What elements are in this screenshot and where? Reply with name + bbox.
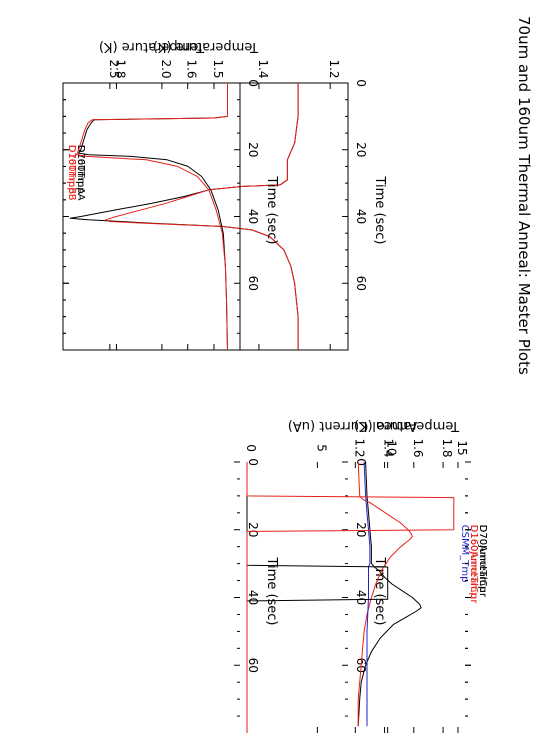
- y-tick-label: 5: [314, 444, 328, 452]
- x-axis-label: Time (sec): [372, 556, 387, 625]
- legend-entry: D70TmpA: [75, 145, 86, 195]
- legend-entry: D160JunctTmp: [468, 525, 479, 599]
- x-tick-label: 20: [354, 522, 368, 537]
- page-title: 70um and 160um Thermal Anneal: Master Pl…: [515, 16, 533, 375]
- x-tick-label: 0: [354, 79, 368, 87]
- series-line-D160TmpA: [78, 83, 228, 351]
- y-tick-label: 1.5: [211, 59, 225, 78]
- x-axis-label: Time (sec): [372, 175, 387, 244]
- legend-entry: D70AnnealCur: [477, 525, 488, 598]
- y-tick-label: 1.8: [440, 438, 454, 457]
- y-tick-label: 10: [385, 440, 399, 455]
- chart-p4: 0 20 40 60 0 5 10 15 Time (sec) Anneal Current (u…: [234, 418, 488, 733]
- x-tick-label: 0: [246, 458, 260, 466]
- legend-entry: CSMM_Tmp: [459, 525, 470, 583]
- series-line-CSMM_Tmp: [363, 461, 371, 727]
- x-axis-label: Time (sec): [264, 175, 279, 244]
- y-axis-label: Anneal Current (uA): [288, 418, 417, 433]
- x-tick-label: 40: [354, 209, 368, 224]
- series-line-D70TmpB: [105, 83, 299, 350]
- legend-entry: D160TmpB: [66, 145, 77, 201]
- y-tick-label: 1.4: [256, 59, 270, 78]
- y-tick-label: 15: [455, 440, 469, 455]
- x-tick-label: 0: [246, 79, 260, 87]
- series-line-D160AnnealCur: [246, 462, 455, 733]
- x-tick-label: 40: [246, 209, 260, 224]
- plot-frame: [62, 82, 349, 351]
- x-tick-label: 20: [246, 142, 260, 157]
- series-line-D160TmpB: [76, 83, 228, 351]
- x-tick-label: 40: [246, 590, 260, 605]
- x-tick-label: 60: [246, 276, 260, 291]
- y-axis-label: Temperature (K): [354, 418, 460, 433]
- y-tick-label: 2.0: [159, 59, 173, 78]
- y-tick-label: 1.6: [185, 59, 199, 78]
- plot-frame: [62, 82, 241, 351]
- y-tick-label: 1.6: [411, 438, 425, 457]
- series-line-D70TmpA: [69, 83, 299, 350]
- y-tick-label: 2.5: [107, 59, 121, 78]
- y-tick-label: 1.2: [327, 59, 341, 78]
- x-tick-label: 20: [354, 142, 368, 157]
- x-tick-label: 40: [354, 590, 368, 605]
- y-tick-label: 0: [244, 444, 258, 452]
- x-axis-label: Time (sec): [264, 556, 279, 625]
- x-tick-label: 60: [354, 276, 368, 291]
- y-axis-label: Temperature (K): [153, 39, 259, 54]
- chart-p1: 0 20 40 60 1.2 1.4 1.6 1.8 Time (sec) Temperature…: [62, 39, 387, 351]
- series-line-D160JunctTmp: [357, 461, 413, 727]
- x-tick-label: 0: [354, 458, 368, 466]
- chart-p2: 0 20 40 60 1.5 2.0 2.5 Time (sec) Temperature (K…: [62, 39, 279, 351]
- legend-entry: D160AnnealCur: [468, 525, 479, 605]
- legend-entry: D70JunctTmp: [477, 525, 488, 593]
- legend-entry: D160TmpA: [75, 145, 86, 201]
- y-tick-label: 1.8: [113, 59, 127, 78]
- y-tick-label: 1.4: [382, 438, 396, 457]
- series-line-D70JunctTmp: [357, 461, 422, 727]
- x-tick-label: 20: [246, 522, 260, 537]
- y-axis-label: Temperature (K): [99, 39, 205, 54]
- y-tick-label: 1.2: [352, 438, 366, 457]
- legend-entry: D70TmpB: [66, 145, 77, 195]
- x-tick-label: 60: [246, 658, 260, 673]
